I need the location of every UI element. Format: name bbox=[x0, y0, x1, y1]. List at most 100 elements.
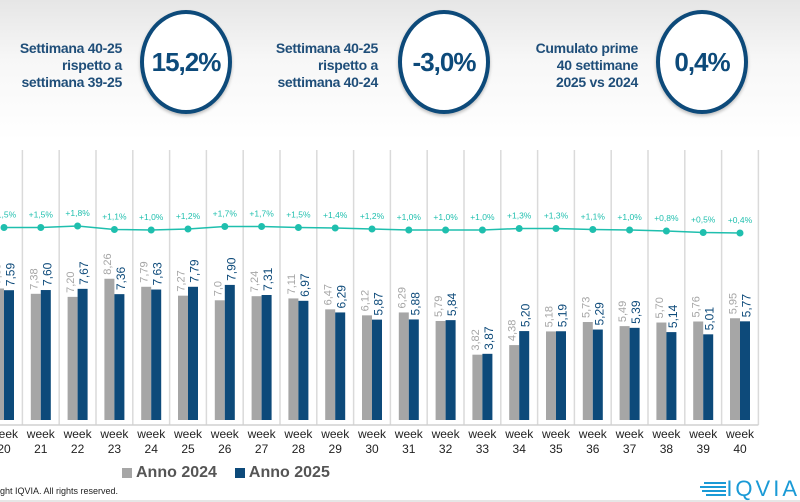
data-label-2025: 5,88 bbox=[408, 292, 422, 316]
data-label-2024: 5,79 bbox=[433, 296, 445, 317]
bar-2025 bbox=[666, 332, 677, 420]
data-label-2025: 7,63 bbox=[151, 262, 165, 286]
growth-label: +1,0% bbox=[397, 212, 422, 222]
x-tick-label-word: week bbox=[63, 427, 93, 441]
data-label-2025: 6,97 bbox=[298, 273, 312, 297]
data-label-2024: 7,11 bbox=[286, 274, 298, 295]
bar-2024 bbox=[141, 286, 152, 420]
x-tick-label-number: 23 bbox=[108, 442, 122, 456]
bar-2024 bbox=[0, 288, 4, 420]
legend-swatch bbox=[234, 467, 245, 478]
growth-label: +0,8% bbox=[654, 213, 679, 223]
x-tick-label-number: 21 bbox=[34, 442, 48, 456]
growth-point bbox=[368, 225, 376, 233]
bar-2025 bbox=[408, 319, 419, 420]
bar-2025 bbox=[703, 334, 714, 420]
kpi-label-line: 2025 vs 2024 bbox=[555, 74, 638, 90]
copyright: ght IQVIA. All rights reserved. bbox=[0, 486, 119, 496]
x-tick-label-number: 24 bbox=[145, 442, 159, 456]
x-tick-label-number: 35 bbox=[549, 442, 563, 456]
growth-point bbox=[589, 226, 597, 233]
bar-2025 bbox=[556, 331, 566, 420]
data-label-2024: 6,29 bbox=[396, 287, 408, 308]
x-tick-label-number: 37 bbox=[623, 442, 637, 456]
growth-label: +1,1% bbox=[581, 212, 606, 222]
bar-2025 bbox=[188, 286, 198, 420]
bar-2024 bbox=[325, 309, 336, 420]
x-tick-label-number: 31 bbox=[402, 442, 416, 456]
growth-point bbox=[478, 226, 486, 234]
data-label-2024: 5,73 bbox=[580, 297, 592, 318]
bar-2024 bbox=[30, 293, 41, 420]
x-tick-label-word: week bbox=[210, 427, 240, 441]
x-tick-label-word: week bbox=[26, 427, 56, 441]
growth-point bbox=[294, 224, 302, 231]
x-tick-label-number: 22 bbox=[71, 442, 85, 456]
kpi-label: Cumulato prime 40 settimane 2025 vs 2024 bbox=[520, 40, 639, 91]
kpi-label-line: Settimana 40-25 bbox=[19, 40, 122, 56]
bar-2024 bbox=[546, 331, 556, 420]
kpi-label-line: Cumulato prime bbox=[535, 40, 639, 56]
growth-label: +1,4% bbox=[323, 210, 348, 220]
data-label-2025: 3,87 bbox=[482, 326, 496, 350]
bar-2025 bbox=[740, 321, 750, 420]
x-tick-label-number: 33 bbox=[476, 442, 490, 456]
bar-2024 bbox=[214, 300, 225, 420]
kpi-label-line: rispetto a bbox=[317, 57, 378, 73]
data-label-2024: 7,24 bbox=[249, 271, 261, 292]
kpi-value: -3,0% bbox=[398, 10, 490, 114]
logo-text: IQVIA bbox=[726, 476, 800, 501]
x-tick-label-word: week bbox=[320, 427, 350, 441]
bar-2025 bbox=[4, 290, 14, 420]
data-label-2025: 5,84 bbox=[445, 292, 459, 316]
growth-label: +1,3% bbox=[507, 211, 532, 221]
bar-2024 bbox=[435, 320, 446, 420]
x-tick-label-word: week bbox=[615, 427, 645, 441]
growth-point bbox=[405, 226, 413, 234]
bar-2025 bbox=[372, 319, 382, 420]
growth-label: +1,5% bbox=[286, 210, 311, 220]
data-label-2024: 6,12 bbox=[360, 290, 372, 311]
kpi-label-line: settimana 40-24 bbox=[277, 74, 378, 90]
growth-label: +1,0% bbox=[433, 212, 458, 222]
growth-label: +1,8% bbox=[65, 208, 90, 218]
iqvia-logo: IQVIA bbox=[700, 476, 800, 502]
legend: Anno 2024 Anno 2025 bbox=[122, 464, 330, 482]
x-tick-label-number: 27 bbox=[255, 442, 269, 456]
kpi-label: Settimana 40-25 rispetto a settimana 40-… bbox=[260, 40, 378, 91]
bar-2025 bbox=[77, 288, 88, 420]
growth-point bbox=[552, 225, 560, 232]
data-label-2024: 5,70 bbox=[654, 297, 666, 318]
growth-point bbox=[147, 226, 155, 234]
growth-label: +1,7% bbox=[249, 209, 274, 219]
kpi-value: 15,2% bbox=[140, 10, 232, 114]
data-label-2025: 5,19 bbox=[556, 304, 570, 328]
data-label-2024: 7,20 bbox=[65, 271, 77, 292]
bar-2025 bbox=[519, 331, 530, 420]
data-label-2025: 5,20 bbox=[519, 303, 533, 327]
x-tick-label-number: 32 bbox=[439, 442, 453, 456]
growth-point bbox=[515, 225, 523, 232]
data-label-2025: 5,77 bbox=[740, 294, 754, 318]
data-label-2024: 4,38 bbox=[507, 320, 519, 341]
growth-point bbox=[442, 226, 450, 234]
growth-point bbox=[184, 225, 192, 233]
growth-point bbox=[74, 222, 82, 230]
x-tick-label-word: week bbox=[99, 427, 129, 441]
growth-point bbox=[736, 229, 744, 237]
x-tick-label-word: week bbox=[357, 427, 387, 441]
x-tick-label-word: week bbox=[283, 427, 313, 441]
data-label-2025: 7,31 bbox=[261, 267, 275, 291]
x-tick-label-number: 26 bbox=[218, 442, 232, 456]
data-label-2024: 5,76 bbox=[691, 296, 703, 317]
x-tick-label-number: 40 bbox=[733, 442, 747, 456]
data-label-2025: 5,29 bbox=[592, 302, 606, 326]
data-label-2025: 7,90 bbox=[224, 257, 238, 281]
x-tick-label-word: week bbox=[136, 427, 166, 441]
bar-2025 bbox=[445, 320, 456, 420]
growth-point bbox=[0, 224, 8, 231]
bar-2025 bbox=[224, 284, 235, 420]
bar-2024 bbox=[693, 321, 704, 420]
growth-label: +1,2% bbox=[360, 211, 385, 221]
x-tick-label-word: week bbox=[431, 427, 461, 441]
